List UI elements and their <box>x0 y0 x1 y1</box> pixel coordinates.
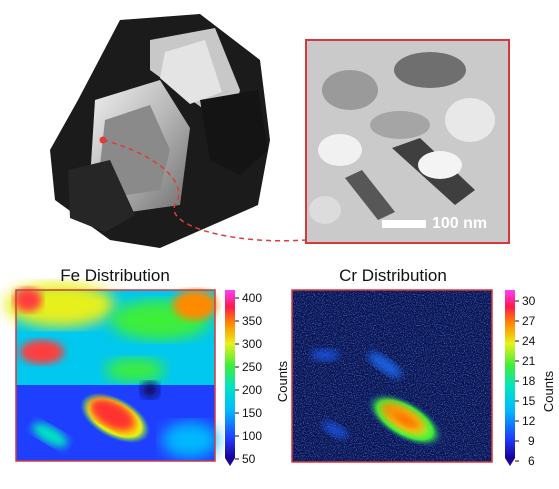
cr-map-frame <box>291 289 493 463</box>
fe-tick-label: 250 <box>242 360 263 374</box>
fe-tick-label: 150 <box>242 406 263 420</box>
fe-tick-label: 100 <box>242 429 263 443</box>
scale-bar <box>382 220 426 228</box>
cr-tick-label: 6 <box>528 454 535 468</box>
cr-map <box>291 289 493 463</box>
cr-tick-label: 18 <box>522 374 536 388</box>
cr-colorbar-label: Counts <box>541 370 557 413</box>
cr-tick-label: 30 <box>522 294 536 308</box>
fe-tick-label: 50 <box>242 452 256 466</box>
inset-frame <box>305 39 510 244</box>
cr-tick-label: 15 <box>522 394 536 408</box>
fe-tick-label: 300 <box>242 337 263 351</box>
cr-tick-label: 24 <box>522 334 536 348</box>
cr-tick-label: 12 <box>522 414 536 428</box>
fe-tick-label: 350 <box>242 314 263 328</box>
fe-colorbar <box>225 290 235 458</box>
fe-tick-label: 400 <box>242 291 263 305</box>
cr-tick-label: 27 <box>522 314 536 328</box>
fe-map-title: Fe Distribution <box>60 266 170 285</box>
tem-inset <box>305 39 510 244</box>
scale-bar-label: 100 nm <box>432 215 488 232</box>
cr-colorbar-extend <box>505 458 515 466</box>
cr-colorbar <box>505 290 515 458</box>
dashed-connector <box>102 139 307 242</box>
fe-map <box>5 283 218 462</box>
fe-colorbar-extend <box>225 458 235 466</box>
fe-tick-label: 200 <box>242 383 263 397</box>
lamella-image <box>50 14 270 248</box>
cr-tick-label: 9 <box>528 434 535 448</box>
fe-map-frame <box>15 289 216 462</box>
cr-map-title: Cr Distribution <box>339 266 447 285</box>
fe-colorbar-label: Counts <box>275 360 291 403</box>
cr-tick-label: 21 <box>522 354 536 368</box>
